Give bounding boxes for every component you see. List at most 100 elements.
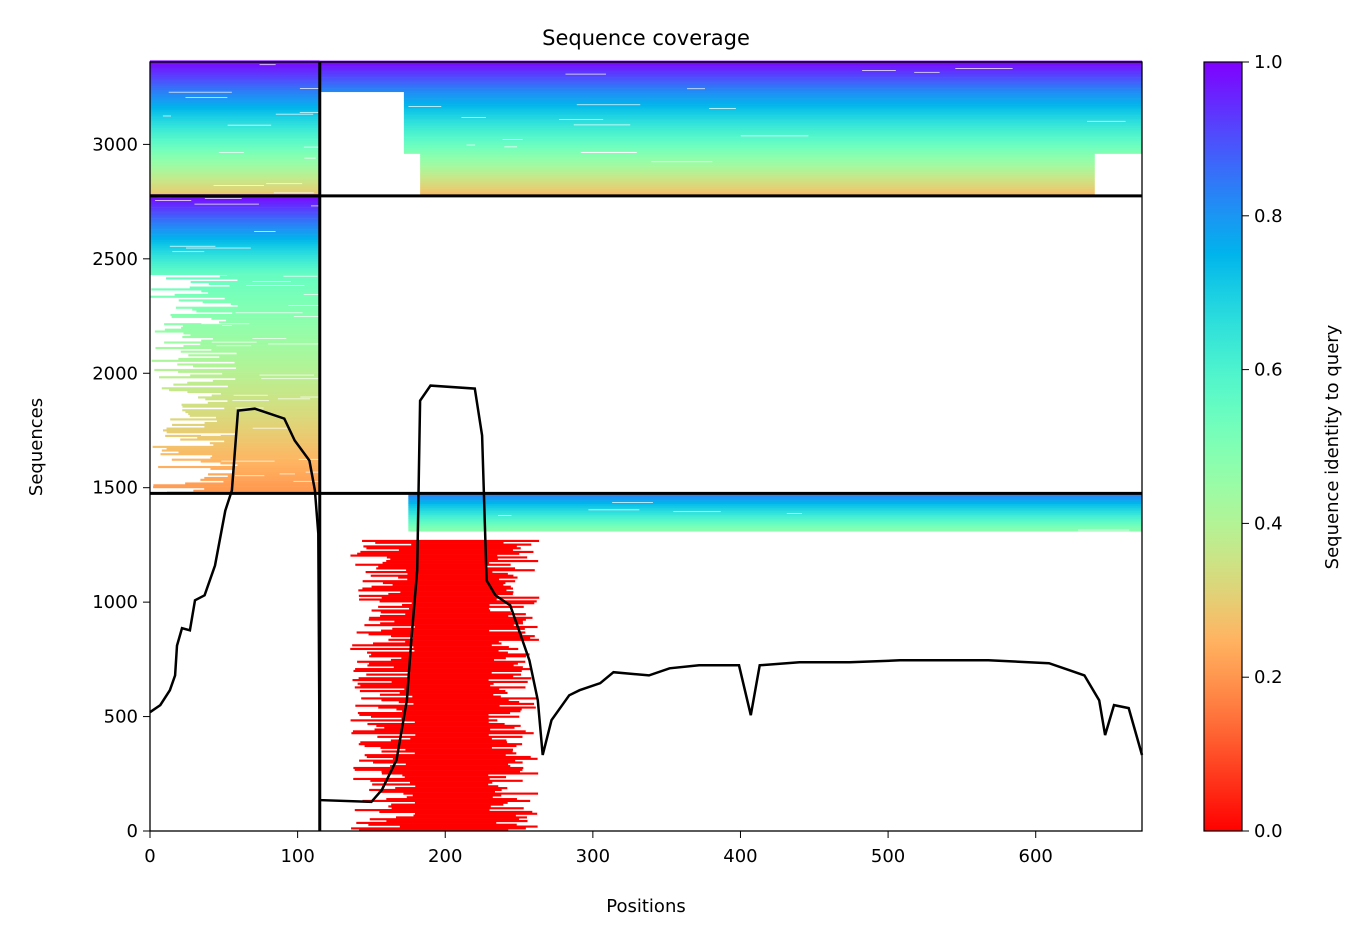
heatmap-row bbox=[150, 69, 320, 72]
heatmap-row bbox=[353, 777, 490, 781]
heatmap-row bbox=[182, 405, 320, 408]
heatmap-row bbox=[150, 120, 320, 123]
heatmap-row bbox=[150, 251, 320, 254]
heatmap-row bbox=[150, 84, 320, 87]
gap-mark bbox=[235, 475, 265, 477]
heatmap-row bbox=[182, 335, 320, 339]
heatmap-row bbox=[358, 743, 523, 746]
heatmap-row bbox=[150, 89, 320, 92]
gap-mark bbox=[299, 111, 322, 113]
gap-mark bbox=[502, 138, 523, 140]
heatmap-row bbox=[358, 677, 532, 680]
heatmap-row bbox=[403, 102, 1142, 105]
heatmap-row bbox=[150, 65, 320, 69]
heatmap-row bbox=[319, 86, 1142, 89]
x-tick-label: 500 bbox=[871, 846, 905, 867]
heatmap-row bbox=[150, 75, 320, 78]
heatmap-row bbox=[403, 142, 1142, 145]
heatmap-row bbox=[178, 357, 320, 361]
heatmap-row bbox=[150, 73, 320, 76]
heatmap-row bbox=[420, 183, 1095, 186]
heatmap-row bbox=[319, 69, 1142, 72]
heatmap-row bbox=[408, 505, 1142, 508]
heatmap-row bbox=[352, 679, 489, 682]
heatmap-row bbox=[402, 603, 490, 607]
heatmap-row bbox=[403, 109, 1142, 112]
heatmap-row bbox=[370, 779, 523, 782]
heatmap-row bbox=[150, 175, 320, 178]
heatmap-row bbox=[164, 341, 320, 344]
heatmap-row bbox=[403, 137, 1142, 140]
heatmap-row bbox=[403, 104, 1142, 107]
heatmap-row bbox=[201, 290, 320, 293]
y-ticks: 0 500 1000 1500 2000 2500 3000 bbox=[92, 134, 150, 842]
heatmap-row bbox=[161, 387, 320, 390]
heatmap-row bbox=[420, 153, 1095, 156]
heatmap-row bbox=[415, 785, 499, 788]
heatmap-row bbox=[173, 383, 320, 386]
heatmap-row bbox=[382, 581, 506, 585]
heatmap-row bbox=[204, 425, 320, 428]
heatmap-row bbox=[420, 177, 1095, 180]
heatmap-row bbox=[399, 691, 508, 694]
colorbar-tick-label: 1.0 bbox=[1254, 52, 1283, 73]
heatmap-row bbox=[388, 592, 513, 596]
heatmap-row bbox=[350, 719, 498, 722]
heatmap-row bbox=[361, 697, 538, 700]
gap-mark bbox=[252, 427, 289, 429]
chart-title: Sequence coverage bbox=[542, 26, 750, 50]
heatmap-row bbox=[150, 117, 320, 120]
heatmap-row bbox=[227, 385, 320, 388]
gap-mark bbox=[862, 69, 896, 71]
heatmap-row bbox=[403, 113, 1142, 116]
gap-mark bbox=[252, 281, 291, 283]
heatmap-row bbox=[218, 321, 320, 324]
heatmap-row bbox=[355, 563, 511, 566]
gap-mark bbox=[303, 293, 322, 295]
heatmap-row bbox=[403, 105, 1142, 109]
gap-mark bbox=[283, 275, 318, 277]
heatmap-row bbox=[368, 633, 523, 636]
heatmap-row bbox=[183, 345, 320, 348]
heatmap-row bbox=[319, 67, 1142, 71]
heatmap-row bbox=[362, 539, 540, 543]
heatmap-row bbox=[150, 93, 320, 96]
heatmap-row bbox=[151, 288, 320, 291]
heatmap-row bbox=[382, 561, 490, 564]
heatmap-row bbox=[403, 127, 1142, 131]
heatmap-row bbox=[150, 243, 320, 246]
x-axis-label: Positions bbox=[606, 896, 685, 917]
heatmap-row bbox=[396, 708, 522, 711]
coverage-heatmap bbox=[150, 60, 1142, 832]
heatmap-row bbox=[198, 396, 320, 399]
heatmap-row bbox=[357, 552, 520, 555]
heatmap-row bbox=[193, 489, 320, 492]
heatmap-row bbox=[150, 146, 320, 149]
gap-mark bbox=[252, 337, 287, 339]
gap-mark bbox=[185, 97, 228, 99]
heatmap-row bbox=[408, 511, 1142, 514]
heatmap-row bbox=[376, 567, 516, 570]
heatmap-row bbox=[406, 569, 535, 572]
heatmap-row bbox=[408, 496, 1142, 499]
heatmap-row bbox=[150, 118, 320, 122]
heatmap-row bbox=[390, 658, 495, 662]
heatmap-row bbox=[403, 91, 1142, 94]
heatmap-row bbox=[150, 108, 320, 111]
gap-mark bbox=[279, 473, 296, 475]
heatmap-row bbox=[185, 411, 320, 414]
heatmap-row bbox=[420, 188, 1095, 191]
heatmap-row bbox=[359, 829, 509, 832]
heatmap-row bbox=[166, 431, 320, 434]
heatmap-row bbox=[359, 598, 497, 601]
heatmap-row bbox=[211, 348, 320, 351]
heatmap-row bbox=[185, 482, 320, 485]
heatmap-row bbox=[220, 392, 320, 395]
heatmap-row bbox=[381, 750, 513, 753]
heatmap-row bbox=[154, 368, 320, 372]
heatmap-row bbox=[183, 332, 320, 335]
gap-mark bbox=[162, 115, 172, 117]
heatmap-row bbox=[420, 172, 1095, 175]
heatmap-row bbox=[150, 153, 320, 156]
heatmap-row bbox=[150, 232, 320, 235]
